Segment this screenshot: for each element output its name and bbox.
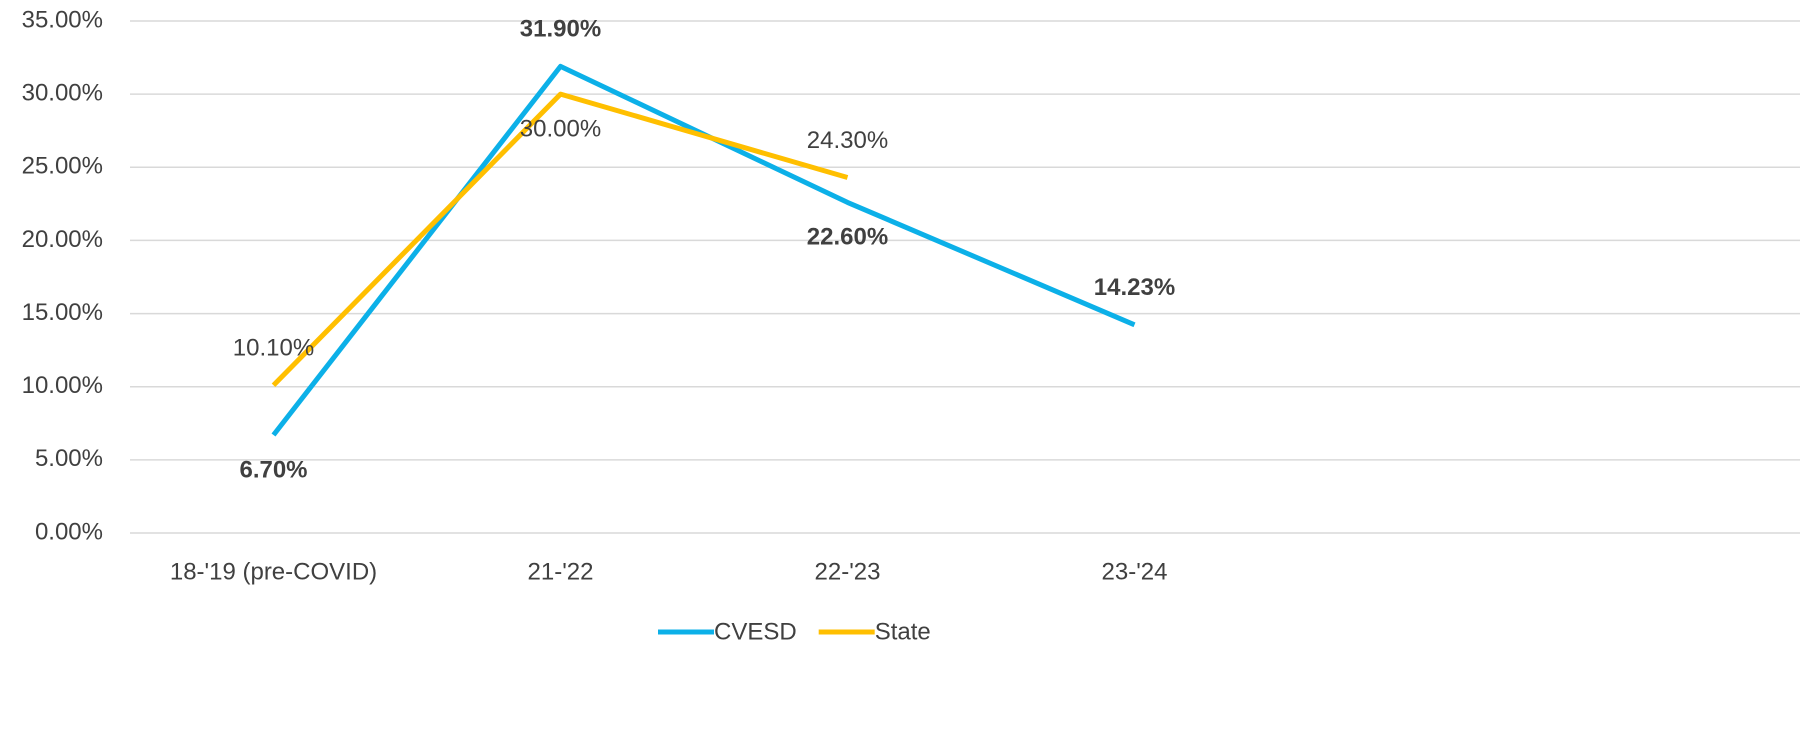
y-tick-label: 35.00% (22, 6, 103, 33)
x-tick-label: 18-'19 (pre-COVID) (170, 558, 377, 585)
y-tick-label: 0.00% (35, 518, 103, 545)
y-tick-label: 5.00% (35, 445, 103, 472)
legend-label: CVESD (714, 618, 797, 645)
data-label: 30.00% (520, 115, 601, 142)
series-line (271, 63, 1136, 437)
series-line (271, 91, 849, 388)
y-tick-label: 10.00% (22, 372, 103, 399)
data-label: 22.60% (807, 224, 888, 251)
y-tick-label: 15.00% (22, 299, 103, 326)
data-label: 31.90% (520, 16, 601, 43)
x-tick-label: 21-'22 (528, 558, 594, 585)
data-label: 10.10% (233, 335, 314, 362)
y-tick-label: 25.00% (22, 153, 103, 180)
y-tick-label: 30.00% (22, 79, 103, 106)
legend-label: State (875, 618, 931, 645)
data-label: 6.70% (239, 456, 307, 483)
data-label: 24.30% (807, 127, 888, 154)
data-label: 14.23% (1094, 274, 1175, 301)
x-tick-label: 22-'23 (815, 558, 881, 585)
y-tick-label: 20.00% (22, 226, 103, 253)
x-tick-label: 23-'24 (1102, 558, 1168, 585)
